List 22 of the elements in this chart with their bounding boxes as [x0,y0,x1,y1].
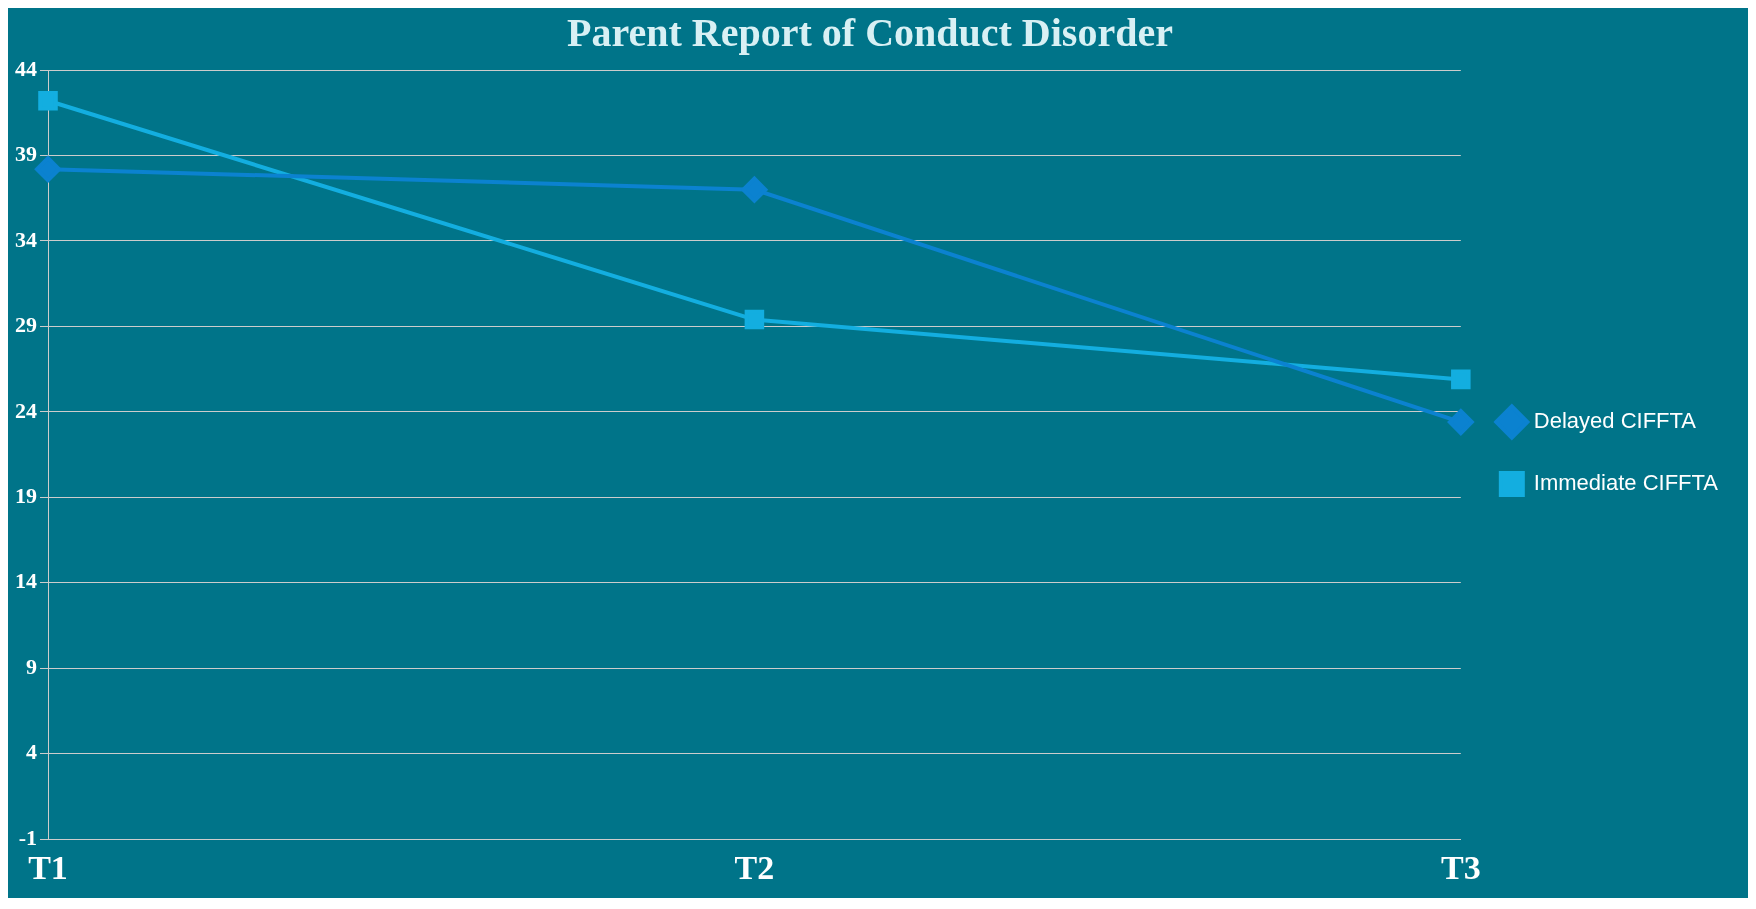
point [741,176,768,203]
legend-label: Delayed CIFFTA [1533,408,1697,434]
y-tick-label: -1 [18,824,37,850]
y-tick-label: 14 [15,568,37,594]
point [1451,369,1471,390]
y-tick-label: 4 [26,739,37,765]
chart-title: Parent Report of Conduct Disorder [567,10,1173,56]
x-tick-label: T2 [734,849,775,887]
legend-label: Immediate CIFFTA [1533,470,1719,496]
y-tick-label: 39 [15,141,37,167]
y-tick-label: 29 [15,312,37,338]
x-tick-label: T1 [28,849,68,887]
x-tick-label: T3 [1440,849,1481,887]
point [1447,409,1474,436]
point [744,309,765,330]
y-tick-label: 34 [15,226,37,252]
y-tick-label: 9 [26,653,37,679]
y-tick-label: 24 [15,397,37,423]
y-tick-label: 44 [15,55,37,81]
point [35,156,61,183]
point [38,90,58,111]
y-tick-label: 19 [15,483,37,509]
